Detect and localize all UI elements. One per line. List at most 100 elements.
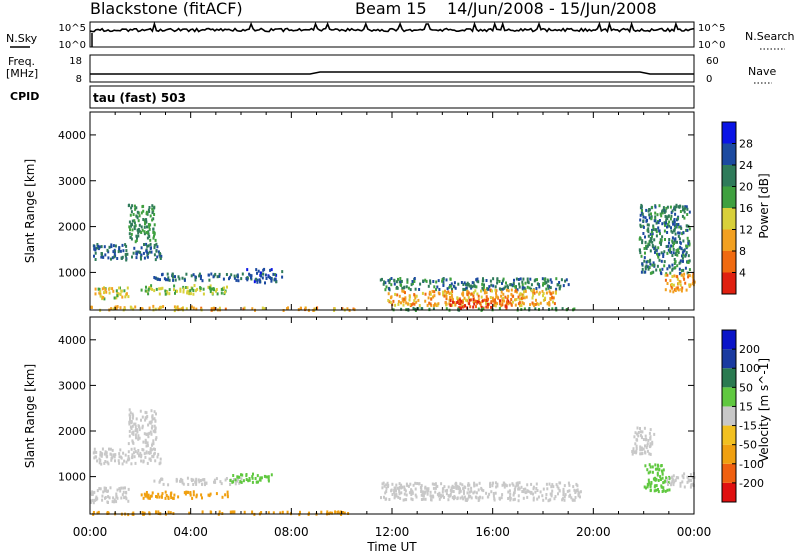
- power-cell: [100, 255, 103, 259]
- x-tick-label: 20:00: [576, 525, 611, 539]
- power-cell: [135, 214, 138, 218]
- power-cell: [511, 283, 514, 287]
- power-cell: [660, 259, 663, 263]
- power-cell: [139, 255, 142, 259]
- power-cell: [250, 276, 252, 280]
- power-cell: [157, 277, 160, 281]
- power-cell: [555, 287, 558, 291]
- power-cell: [487, 287, 490, 291]
- power-cell: [186, 291, 189, 295]
- velocity-cell: [123, 459, 126, 463]
- velocity-cell: [150, 432, 153, 436]
- velocity-cell: [152, 447, 155, 451]
- power-cell: [676, 286, 679, 290]
- power-cell: [542, 283, 544, 287]
- velocity-cell: [393, 489, 396, 492]
- power-cell: [495, 294, 498, 298]
- velocity-cell: [562, 493, 565, 497]
- power-cell: [666, 231, 669, 234]
- power-cell: [542, 292, 545, 295]
- velocity-cell: [136, 451, 139, 455]
- power-cell: [457, 297, 460, 301]
- power-cell: [477, 280, 480, 284]
- power-cell: [400, 301, 402, 305]
- velocity-cell: [234, 478, 237, 482]
- power-cell: [146, 244, 149, 248]
- velocity-cell: [646, 449, 649, 453]
- power-cell: [389, 296, 392, 300]
- power-cell: [522, 294, 525, 298]
- power-cell: [480, 305, 483, 309]
- power-cell: [518, 285, 521, 289]
- velocity-cell: [524, 487, 527, 491]
- power-cell: [463, 304, 465, 308]
- power-cell: [492, 277, 495, 281]
- velocity-cell: [686, 475, 689, 479]
- power-cell: [103, 291, 105, 295]
- velocity-cell: [550, 494, 553, 498]
- power-cell: [645, 260, 648, 264]
- power-cell: [681, 232, 684, 236]
- power-cell: [681, 214, 684, 218]
- velocity-cell: [682, 476, 685, 480]
- power-cell: [410, 283, 413, 287]
- power-cell: [400, 279, 403, 283]
- power-cell: [676, 277, 679, 281]
- power-cell: [645, 247, 648, 250]
- power-cell: [438, 288, 441, 291]
- velocity-cell: [132, 432, 135, 436]
- velocity-cell: [410, 489, 413, 493]
- velocity-cell: [120, 456, 123, 460]
- velocity-cell: [653, 485, 656, 489]
- velocity-cell: [670, 481, 673, 485]
- velocity-cell: [381, 482, 384, 486]
- power-cell: [519, 277, 522, 281]
- power-cell: [196, 287, 199, 291]
- power-cell: [162, 305, 165, 309]
- velocity-cell: [415, 495, 418, 499]
- power-cell: [492, 299, 495, 303]
- power-cell: [679, 259, 682, 263]
- power-cell: [240, 277, 243, 281]
- velocity-cell: [513, 497, 516, 501]
- velocity-cell: [579, 495, 581, 499]
- power-cell: [429, 292, 432, 296]
- power-cell: [672, 290, 675, 294]
- velocity-cell: [397, 495, 400, 499]
- power-cell: [669, 217, 672, 221]
- power-cell: [200, 306, 203, 310]
- power-cell: [153, 213, 156, 216]
- cpid-text: tau (fast) 503: [93, 91, 186, 105]
- power-cell: [685, 251, 688, 255]
- power-cell: [488, 285, 491, 289]
- power-cell: [651, 271, 653, 275]
- power-cell: [119, 306, 122, 310]
- power-cell: [496, 281, 499, 285]
- power-cell: [116, 257, 119, 260]
- power-cell: [402, 300, 405, 304]
- velocity-cell: [236, 479, 239, 483]
- nave-tick-bottom: 0: [706, 74, 712, 85]
- power-cell: [216, 275, 219, 279]
- velocity-cell: [539, 490, 542, 494]
- velocity-cell: [468, 490, 471, 494]
- power-cell: [673, 218, 676, 221]
- power-cell: [281, 270, 284, 274]
- power-cell: [128, 220, 131, 224]
- power-cell: [565, 278, 568, 282]
- power-cell: [121, 295, 124, 299]
- power-cell: [93, 244, 96, 248]
- power-cell: [153, 232, 156, 236]
- power-cell: [558, 281, 561, 284]
- velocity-cell: [686, 480, 689, 484]
- power-cell: [503, 286, 506, 290]
- velocity-cell: [545, 482, 548, 486]
- velocity-cell: [675, 476, 678, 479]
- power-cell: [666, 225, 668, 229]
- velocity-cell: [232, 478, 235, 482]
- power-cell: [674, 252, 677, 256]
- velocity-cell: [133, 447, 136, 451]
- power-cell: [432, 295, 435, 299]
- velocity-cell: [101, 498, 104, 502]
